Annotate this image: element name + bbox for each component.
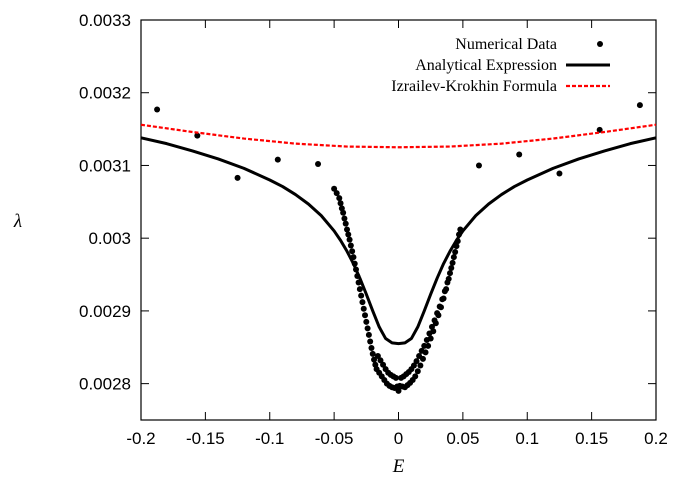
data-point	[448, 265, 455, 271]
data-point	[377, 357, 384, 364]
data-point	[414, 368, 421, 375]
data-point	[556, 170, 563, 177]
data-point	[417, 362, 424, 369]
legend-marker-numerical-data	[597, 41, 603, 47]
data-point	[392, 374, 399, 381]
y-axis-label: λ	[13, 211, 22, 232]
x-tick-label: 0.15	[575, 429, 608, 448]
y-tick-label: 0.003	[88, 229, 131, 248]
analytical-expression-curve	[140, 136, 657, 346]
data-point	[234, 174, 241, 181]
series-layer	[140, 102, 657, 394]
y-tick-label: 0.0031	[79, 156, 131, 175]
data-point	[356, 286, 363, 293]
data-point	[371, 356, 378, 363]
data-point	[445, 275, 452, 282]
data-point	[636, 102, 643, 109]
x-axis-ticks: -0.2 -0.15 -0.1 -0.05 0 0.05 0.1 0.15 0.2	[126, 20, 668, 448]
data-point	[395, 387, 402, 394]
data-point	[374, 353, 381, 359]
data-point	[427, 335, 434, 342]
legend-label-analytical-expression: Analytical Expression	[415, 57, 557, 74]
y-tick-label: 0.0029	[79, 302, 131, 321]
data-point	[369, 350, 376, 357]
data-point	[447, 270, 453, 277]
x-tick-label: -0.05	[315, 429, 354, 448]
x-tick-label: 0.05	[446, 429, 479, 448]
legend-label-numerical-data: Numerical Data	[455, 36, 557, 53]
x-tick-label: -0.15	[186, 429, 225, 448]
x-tick-label: -0.2	[126, 429, 155, 448]
data-point	[344, 226, 350, 233]
y-tick-label: 0.0033	[79, 11, 131, 30]
data-point	[315, 161, 322, 167]
y-tick-label: 0.0028	[79, 375, 131, 394]
data-point	[336, 195, 343, 202]
data-point	[360, 305, 367, 312]
data-point	[422, 349, 429, 356]
data-point	[430, 328, 437, 335]
data-point	[331, 185, 338, 192]
data-point	[194, 132, 201, 139]
data-point	[358, 292, 365, 299]
data-point	[342, 220, 349, 227]
y-tick-label: 0.0032	[79, 84, 131, 103]
data-point	[274, 156, 281, 163]
izrailev-krokhin-curve	[140, 123, 657, 149]
data-point	[516, 151, 523, 158]
data-point	[154, 106, 161, 113]
x-tick-label: -0.1	[255, 429, 284, 448]
data-point	[349, 248, 356, 255]
x-axis-label: E	[392, 456, 405, 477]
data-point	[440, 295, 447, 302]
data-point	[425, 342, 432, 349]
data-point	[367, 338, 374, 345]
data-point	[412, 373, 419, 380]
data-point	[413, 358, 420, 365]
data-point	[449, 259, 456, 266]
data-point	[347, 242, 354, 249]
data-point	[437, 304, 444, 311]
data-point	[435, 312, 442, 319]
data-point	[337, 200, 344, 207]
data-point	[340, 209, 347, 216]
data-point	[475, 162, 482, 169]
data-point	[452, 249, 459, 255]
data-point	[419, 355, 426, 362]
x-tick-label: 0.1	[515, 429, 539, 448]
data-point	[364, 325, 371, 332]
data-point	[333, 190, 340, 197]
data-point	[362, 312, 369, 319]
data-point	[345, 231, 352, 238]
data-point	[443, 286, 450, 293]
data-point	[432, 320, 439, 327]
data-point	[368, 345, 375, 351]
y-axis-ticks: 0.0028 0.0029 0.003 0.0031 0.0032 0.0033	[79, 11, 656, 394]
x-tick-label: 0	[394, 429, 403, 448]
data-point	[410, 362, 417, 369]
data-point	[363, 318, 370, 325]
data-point	[341, 215, 348, 222]
data-point	[450, 254, 457, 261]
legend-label-izrailev-krokhin: Izrailev-Krokhin Formula	[391, 78, 557, 95]
x-tick-label: 0.2	[644, 429, 668, 448]
data-point	[359, 299, 366, 306]
legend: Numerical Data Analytical Expression Izr…	[391, 36, 610, 95]
data-point	[365, 331, 372, 338]
data-point	[346, 236, 353, 243]
data-point	[380, 361, 387, 368]
